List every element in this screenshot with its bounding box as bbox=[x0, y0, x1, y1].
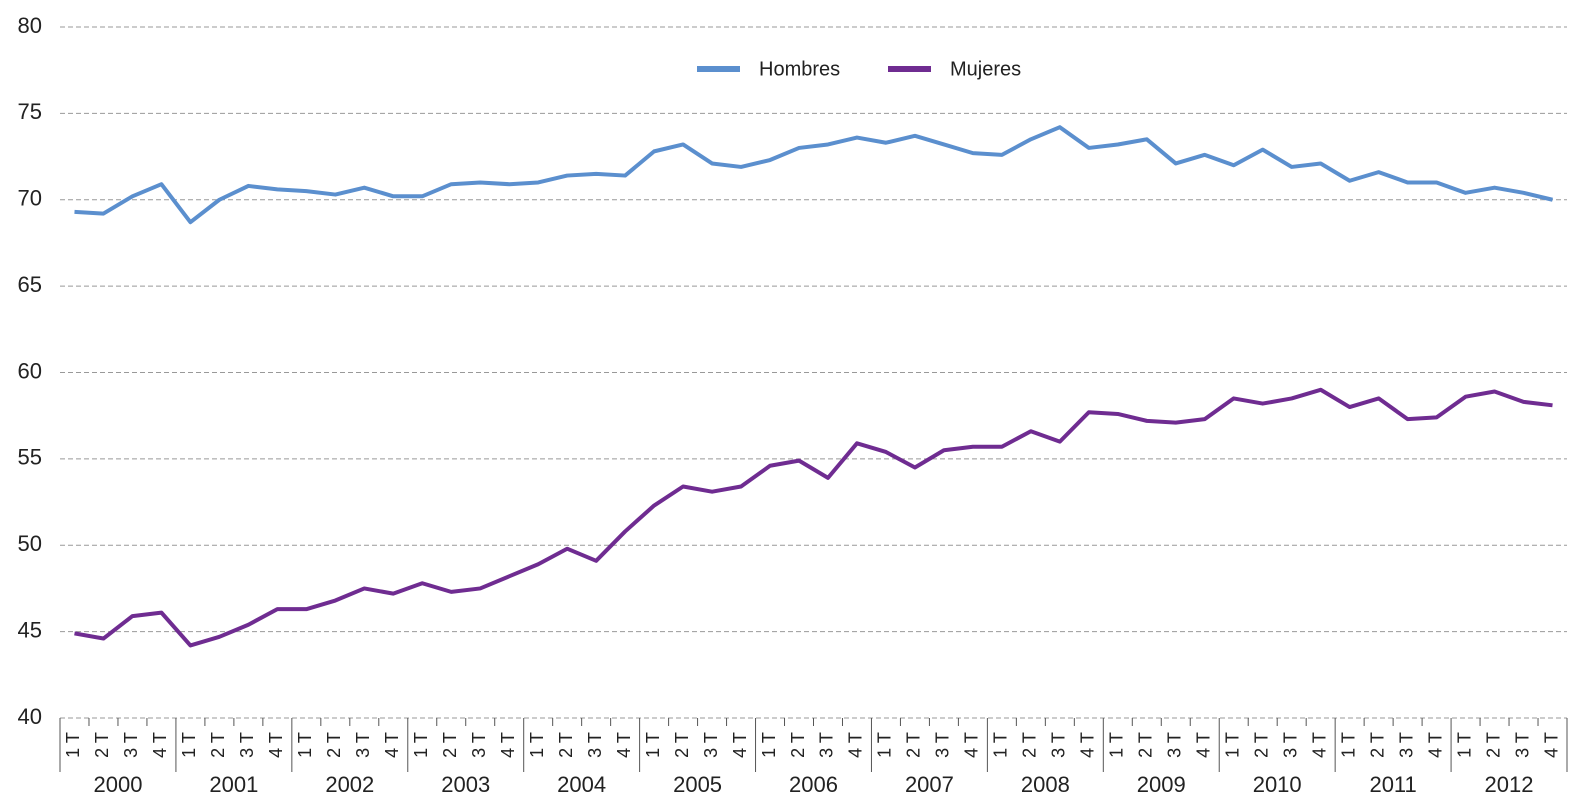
x-tick-label: 1 T bbox=[643, 732, 663, 758]
x-tick-label: 3 T bbox=[701, 732, 721, 758]
x-tick-label: 1 T bbox=[295, 732, 315, 758]
x-tick-label: 4 T bbox=[730, 732, 750, 758]
x-tick-label: 3 T bbox=[1396, 732, 1416, 758]
legend-label: Hombres bbox=[759, 58, 840, 80]
y-tick-label: 45 bbox=[18, 617, 42, 642]
year-label: 2003 bbox=[441, 772, 490, 797]
y-tick-label: 60 bbox=[18, 358, 42, 383]
y-tick-label: 75 bbox=[18, 99, 42, 124]
x-tick-label: 3 T bbox=[237, 732, 257, 758]
x-tick-label: 3 T bbox=[1165, 732, 1185, 758]
x-tick-label: 1 T bbox=[179, 732, 199, 758]
x-tick-label: 2 T bbox=[904, 732, 924, 758]
x-tick-label: 2 T bbox=[208, 732, 228, 758]
x-tick-label: 4 T bbox=[1425, 732, 1445, 758]
x-tick-label: 3 T bbox=[1049, 732, 1069, 758]
year-label: 2010 bbox=[1253, 772, 1302, 797]
x-tick-label: 2 T bbox=[92, 732, 112, 758]
year-label: 2011 bbox=[1369, 772, 1416, 797]
x-tick-label: 3 T bbox=[1512, 732, 1532, 758]
x-tick-label: 2 T bbox=[324, 732, 344, 758]
x-tick-label: 1 T bbox=[63, 732, 83, 758]
x-tick-label: 2 T bbox=[1367, 732, 1387, 758]
x-tick-label: 4 T bbox=[1309, 732, 1329, 758]
x-tick-label: 3 T bbox=[469, 732, 489, 758]
year-label: 2000 bbox=[93, 772, 142, 797]
legend-label: Mujeres bbox=[950, 58, 1021, 80]
x-tick-label: 1 T bbox=[411, 732, 431, 758]
year-label: 2002 bbox=[325, 772, 374, 797]
x-tick-label: 2 T bbox=[1483, 732, 1503, 758]
x-tick-label: 4 T bbox=[1078, 732, 1098, 758]
x-tick-label: 2 T bbox=[1251, 732, 1271, 758]
y-tick-label: 65 bbox=[18, 272, 42, 297]
x-tick-label: 3 T bbox=[817, 732, 837, 758]
x-tick-label: 4 T bbox=[150, 732, 170, 758]
x-tick-label: 3 T bbox=[1280, 732, 1300, 758]
series-line bbox=[74, 387, 1553, 648]
year-label: 2004 bbox=[557, 772, 606, 797]
x-tick-label: 4 T bbox=[498, 732, 518, 758]
y-tick-label: 70 bbox=[18, 186, 42, 211]
x-tick-label: 4 T bbox=[266, 732, 286, 758]
x-tick-label: 1 T bbox=[1454, 732, 1474, 758]
x-tick-label: 1 T bbox=[1107, 732, 1127, 758]
x-tick-label: 4 T bbox=[382, 732, 402, 758]
year-label: 2008 bbox=[1021, 772, 1070, 797]
x-tick-label: 2 T bbox=[556, 732, 576, 758]
x-tick-label: 1 T bbox=[527, 732, 547, 758]
year-label: 2012 bbox=[1485, 772, 1534, 797]
x-tick-label: 2 T bbox=[1020, 732, 1040, 758]
x-tick-label: 4 T bbox=[1541, 732, 1561, 758]
x-tick-label: 1 T bbox=[759, 732, 779, 758]
x-tick-label: 4 T bbox=[846, 732, 866, 758]
x-tick-label: 2 T bbox=[788, 732, 808, 758]
x-tick-label: 3 T bbox=[933, 732, 953, 758]
series-line bbox=[74, 125, 1553, 225]
x-tick-label: 1 T bbox=[991, 732, 1011, 758]
x-tick-label: 2 T bbox=[672, 732, 692, 758]
y-tick-label: 50 bbox=[18, 531, 42, 556]
x-tick-label: 2 T bbox=[440, 732, 460, 758]
x-tick-label: 2 T bbox=[1136, 732, 1156, 758]
x-tick-label: 3 T bbox=[353, 732, 373, 758]
x-tick-label: 1 T bbox=[875, 732, 895, 758]
y-tick-label: 40 bbox=[18, 704, 42, 729]
x-tick-label: 4 T bbox=[1193, 732, 1213, 758]
x-tick-label: 4 T bbox=[614, 732, 634, 758]
x-tick-label: 3 T bbox=[121, 732, 141, 758]
year-label: 2005 bbox=[673, 772, 722, 797]
x-tick-label: 1 T bbox=[1338, 732, 1358, 758]
x-tick-label: 3 T bbox=[585, 732, 605, 758]
x-tick-label: 4 T bbox=[962, 732, 982, 758]
y-tick-label: 55 bbox=[18, 445, 42, 470]
x-tick-label: 1 T bbox=[1222, 732, 1242, 758]
year-label: 2007 bbox=[905, 772, 954, 797]
y-tick-label: 80 bbox=[18, 13, 42, 38]
year-label: 2009 bbox=[1137, 772, 1186, 797]
year-label: 2006 bbox=[789, 772, 838, 797]
year-label: 2001 bbox=[209, 772, 258, 797]
